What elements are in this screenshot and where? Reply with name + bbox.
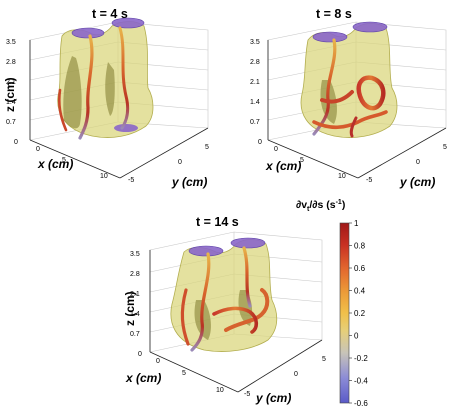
y-tick: -5 (244, 391, 250, 398)
panel-title: t = 8 s (316, 7, 352, 21)
x-tick: 10 (216, 387, 224, 394)
y-tick: -5 (366, 177, 372, 184)
x-tick: 5 (300, 157, 304, 164)
colorbar-tick-label: -0.4 (354, 377, 368, 386)
y-tick: 5 (443, 144, 447, 151)
z-axis-label: z (cm) (3, 77, 17, 112)
panel-title: t = 14 s (196, 215, 239, 229)
vessel-surface (300, 21, 398, 138)
panel-t14: t = 14 s 3.5 2.8 2.1 1.4 0.7 0 (123, 215, 326, 405)
z-tick: 2.8 (250, 59, 260, 66)
panel-t4: t = 4 s 3.5 2.8 2.1 1.4 0.7 0 (3, 7, 209, 189)
z-tick-labels: 3.5 2.8 2.1 1.4 0.7 0 (250, 39, 262, 146)
z-tick: 0.7 (250, 119, 260, 126)
z-tick: 0 (258, 139, 262, 146)
y-tick-labels: -5 0 5 (128, 144, 209, 184)
z-tick: 1.4 (250, 99, 260, 106)
colorbar-gradient (339, 222, 350, 404)
colorbar-tick-labels: 1 0.8 0.6 0.4 0.2 0 -0.2 -0.4 -0.6 (354, 219, 368, 408)
y-tick: 5 (322, 356, 326, 363)
x-tick: 5 (182, 370, 186, 377)
z-tick: 0.7 (6, 119, 16, 126)
y-tick: 0 (178, 159, 182, 166)
panel-t8: t = 8 s 3.5 2.8 2.1 1.4 0.7 0 (250, 7, 447, 189)
z-tick: 2.8 (130, 271, 140, 278)
y-axis-label: y (cm) (399, 175, 435, 189)
z-tick: 2.1 (250, 79, 260, 86)
colorbar-tick-label: 0.2 (354, 309, 366, 318)
z-tick: 1.4 (6, 99, 16, 106)
y-tick-labels: -5 0 5 (366, 144, 447, 184)
colorbar-tick-label: -0.6 (354, 399, 368, 408)
colorbar-tick-label: 0.8 (354, 242, 366, 251)
x-tick: 10 (338, 173, 346, 180)
colorbar: ∂vt/∂s (s-1) 1 0.8 0.6 0.4 0.2 0 -0.2 -0… (296, 199, 368, 408)
colorbar-tick-label: -0.2 (354, 354, 368, 363)
z-tick: 1.4 (130, 311, 140, 318)
z-tick: 0 (14, 139, 18, 146)
z-tick: 3.5 (130, 251, 140, 258)
colorbar-title: ∂vt/∂s (s-1) (296, 199, 345, 213)
x-tick-labels: 0 5 10 (156, 358, 224, 394)
y-tick-labels: -5 0 5 (244, 356, 326, 398)
panel-title: t = 4 s (92, 7, 128, 21)
y-axis-label: y (cm) (255, 391, 291, 405)
vessel-surface (57, 17, 154, 140)
z-tick: 3.5 (250, 39, 260, 46)
colorbar-ticks (349, 222, 352, 404)
x-tick: 5 (62, 157, 66, 164)
y-tick: 0 (294, 371, 298, 378)
y-axis-label: y (cm) (171, 175, 207, 189)
colorbar-tick-label: 0 (354, 332, 359, 341)
z-axis-label: z (cm) (123, 291, 137, 326)
y-tick: 0 (416, 159, 420, 166)
colorbar-tick-label: 1 (354, 219, 359, 228)
y-tick: -5 (128, 177, 134, 184)
x-axis-label: x (cm) (265, 159, 301, 173)
z-tick-labels: 3.5 2.8 2.1 1.4 0.7 0 (130, 251, 142, 358)
z-tick: 0 (138, 351, 142, 358)
z-tick: 2.1 (6, 79, 16, 86)
vessel-surface (170, 237, 278, 352)
x-tick-labels: 0 5 10 (36, 146, 108, 180)
x-tick: 0 (36, 146, 40, 153)
x-axis-label: x (cm) (125, 371, 161, 385)
z-tick: 0.7 (130, 331, 140, 338)
x-tick: 0 (274, 146, 278, 153)
colorbar-tick-label: 0.4 (354, 287, 366, 296)
x-tick: 0 (156, 358, 160, 365)
y-tick: 5 (205, 144, 209, 151)
z-tick: 2.1 (130, 291, 140, 298)
x-tick-labels: 0 5 10 (274, 146, 346, 180)
x-tick: 10 (100, 173, 108, 180)
z-tick: 3.5 (6, 39, 16, 46)
colorbar-tick-label: 0.6 (354, 264, 366, 273)
x-axis-label: x (cm) (37, 157, 73, 171)
z-tick: 2.8 (6, 59, 16, 66)
z-tick-labels: 3.5 2.8 2.1 1.4 0.7 0 (6, 39, 18, 146)
